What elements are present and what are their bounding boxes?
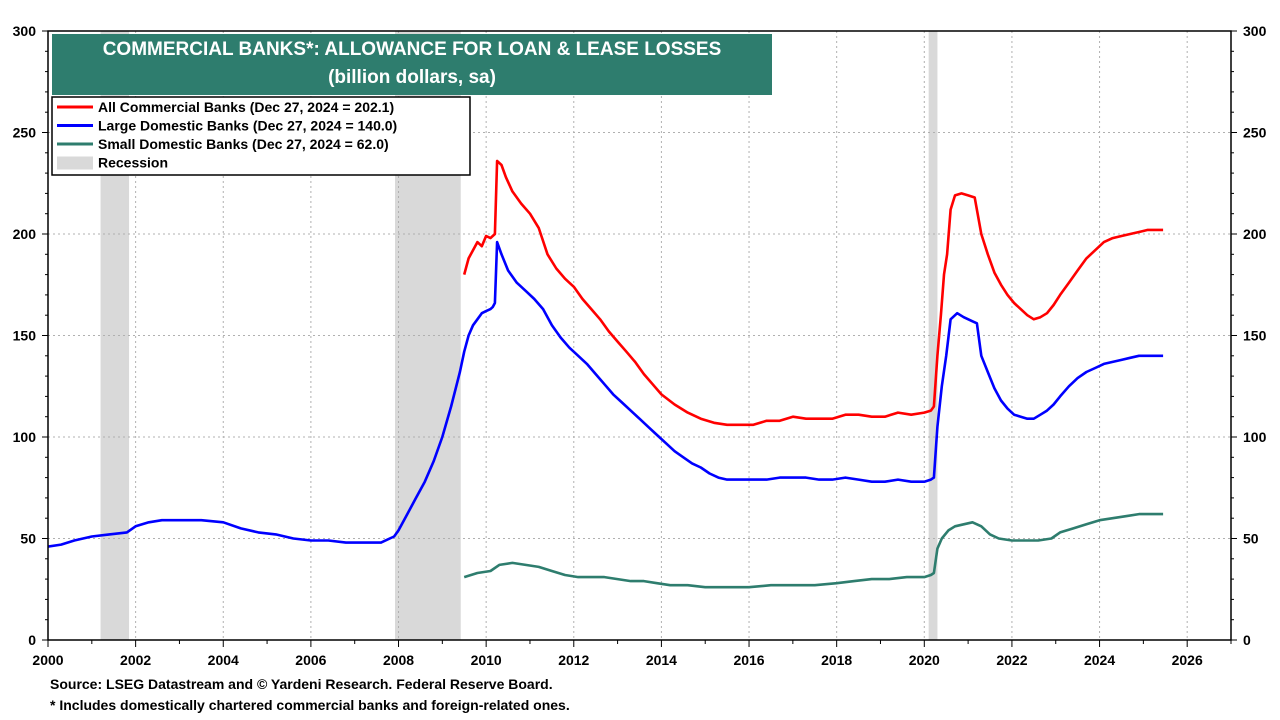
gridlines — [48, 31, 1231, 640]
legend-label-1: Large Domestic Banks (Dec 27, 2024 = 140… — [98, 118, 397, 134]
y-tick-label: 200 — [13, 226, 37, 242]
series-lines — [48, 159, 1164, 589]
y-tick-label: 150 — [13, 328, 37, 344]
x-tick-label: 2020 — [909, 652, 940, 668]
x-tick-label: 2022 — [996, 652, 1027, 668]
chart-title: COMMERCIAL BANKS*: ALLOWANCE FOR LOAN & … — [103, 39, 722, 60]
chart-subtitle: (billion dollars, sa) — [328, 67, 496, 88]
x-tick-label: 2014 — [646, 652, 677, 668]
x-tick-label: 2010 — [471, 652, 502, 668]
y-tick-label: 100 — [13, 429, 37, 445]
x-tick-label: 2018 — [821, 652, 852, 668]
title-box: COMMERCIAL BANKS*: ALLOWANCE FOR LOAN & … — [52, 34, 772, 95]
y-tick-label-right: 50 — [1243, 531, 1259, 547]
legend-label-3: Recession — [98, 155, 168, 171]
source-note: Source: LSEG Datastream and © Yardeni Re… — [50, 676, 553, 692]
y-tick-label-right: 250 — [1243, 125, 1267, 141]
y-tick-label: 300 — [13, 23, 37, 39]
footnote: * Includes domestically chartered commer… — [50, 697, 570, 713]
x-tick-label: 2004 — [208, 652, 239, 668]
axis-ticks — [42, 30, 1237, 647]
y-tick-label-right: 300 — [1243, 23, 1267, 39]
x-tick-label: 2002 — [120, 652, 151, 668]
legend: All Commercial Banks (Dec 27, 2024 = 202… — [51, 96, 471, 176]
y-tick-label: 50 — [20, 531, 36, 547]
y-tick-labels-left: 0 50 100 150 200 250 300 — [13, 23, 37, 648]
y-tick-label: 250 — [13, 125, 37, 141]
series-line-small-domestic-banks — [463, 512, 1164, 589]
y-tick-label: 0 — [28, 632, 36, 648]
series-line-large-domestic-banks — [48, 240, 1164, 548]
x-tick-label: 2006 — [295, 652, 326, 668]
series-line-all-commercial-banks — [462, 159, 1164, 427]
x-tick-labels: 2000 2002 2004 2006 2008 2010 2012 2014 2016 2018… — [32, 652, 1203, 668]
x-tick-label: 2008 — [383, 652, 414, 668]
x-tick-label: 2016 — [733, 652, 764, 668]
legend-swatch-recession — [57, 156, 93, 170]
y-tick-label-right: 100 — [1243, 429, 1267, 445]
x-tick-label: 2024 — [1084, 652, 1115, 668]
x-tick-label: 2000 — [32, 652, 63, 668]
x-tick-label: 2012 — [558, 652, 589, 668]
x-tick-label: 2026 — [1172, 652, 1203, 668]
legend-label-2: Small Domestic Banks (Dec 27, 2024 = 62.… — [98, 136, 389, 152]
y-tick-label-right: 0 — [1243, 632, 1251, 648]
y-tick-labels-right: 0 50 100 150 200 250 300 — [1243, 23, 1267, 648]
y-tick-label-right: 200 — [1243, 226, 1267, 242]
legend-label-0: All Commercial Banks (Dec 27, 2024 = 202… — [98, 99, 394, 115]
y-tick-label-right: 150 — [1243, 328, 1267, 344]
